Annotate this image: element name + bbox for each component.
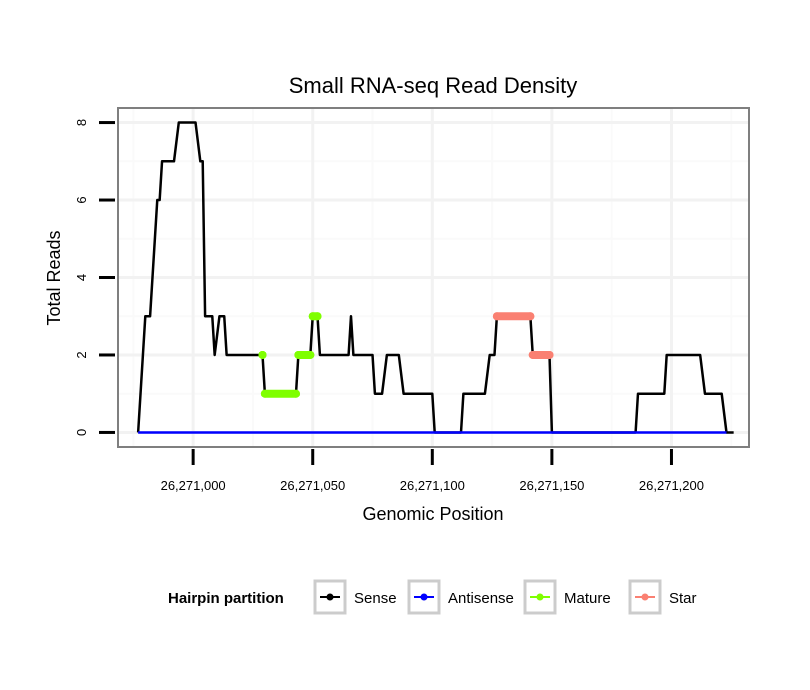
- data-point-star: [526, 312, 535, 321]
- legend-key-point: [420, 593, 428, 601]
- data-point-mature: [258, 350, 267, 359]
- y-axis: 0 2 4 6 8: [74, 119, 115, 436]
- data-point-star: [545, 350, 554, 359]
- legend-label: Mature: [564, 590, 611, 607]
- y-axis-title: Total Reads: [44, 230, 64, 325]
- legend-label: Sense: [354, 590, 397, 607]
- y-tick-label: 4: [74, 274, 89, 281]
- y-tick-label: 6: [74, 196, 89, 203]
- legend-label: Star: [669, 590, 697, 607]
- data-point-star: [528, 350, 537, 359]
- data-point-mature: [260, 389, 269, 398]
- y-tick-label: 2: [74, 351, 89, 358]
- legend-key-point: [326, 593, 334, 601]
- x-axis: 26,271,000 26,271,050 26,271,100 26,271,150…: [161, 449, 704, 493]
- series-layer: [136, 121, 734, 434]
- x-axis-title: Genomic Position: [362, 504, 503, 524]
- legend-title: Hairpin partition: [168, 590, 284, 607]
- legend-item-sense: Sense: [313, 579, 397, 615]
- legend: Hairpin partition Sense Antisense Mature St…: [168, 579, 697, 615]
- legend-key-point: [641, 593, 649, 601]
- legend-item-star: Star: [628, 579, 697, 615]
- x-tick-label: 26,271,100: [400, 478, 465, 493]
- data-point-mature: [291, 389, 300, 398]
- x-tick-label: 26,271,200: [639, 478, 704, 493]
- data-point-star: [492, 312, 501, 321]
- x-tick-label: 26,271,000: [161, 478, 226, 493]
- legend-label: Antisense: [448, 590, 514, 607]
- y-tick-label: 8: [74, 119, 89, 126]
- chart-title: Small RNA-seq Read Density: [289, 73, 578, 98]
- data-point-mature: [313, 312, 322, 321]
- y-tick-label: 0: [74, 429, 89, 436]
- legend-item-antisense: Antisense: [407, 579, 514, 615]
- legend-key-point: [536, 593, 544, 601]
- x-tick-label: 26,271,050: [280, 478, 345, 493]
- data-point-mature: [306, 350, 315, 359]
- legend-item-mature: Mature: [523, 579, 611, 615]
- data-point-mature: [294, 350, 303, 359]
- series-line-sense: [136, 121, 734, 434]
- x-tick-label: 26,271,150: [519, 478, 584, 493]
